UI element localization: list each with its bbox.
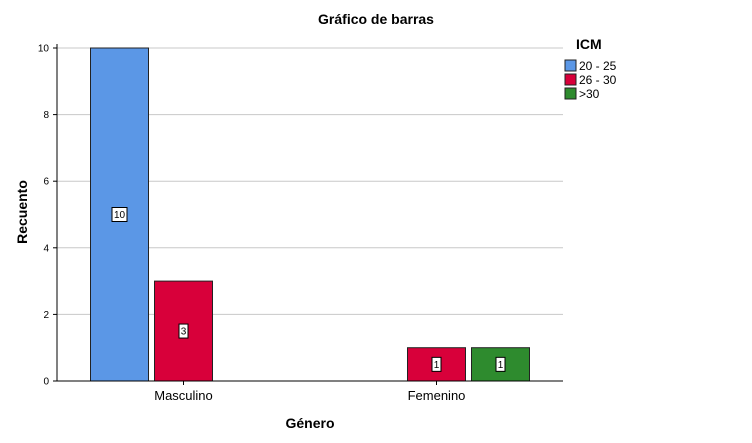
data-label: 1: [434, 360, 440, 371]
y-axis-title: Recuento: [14, 180, 30, 244]
x-tick-label: Masculino: [154, 388, 213, 403]
data-label: 1: [498, 360, 504, 371]
data-label-box: [111, 207, 128, 222]
y-tick-label: 8: [43, 110, 49, 121]
legend-label: 26 - 30: [579, 73, 617, 87]
x-axis-title: Género: [285, 415, 334, 431]
y-tick-label: 2: [43, 310, 49, 321]
legend-swatch: [564, 87, 577, 100]
y-tick-labels: 0 2 4 6 8 10: [38, 44, 57, 388]
data-label-box: [178, 323, 189, 339]
legend-swatch: [564, 73, 577, 86]
legend-label: >30: [579, 87, 600, 101]
data-label-box: [431, 356, 442, 372]
axes: [56, 44, 563, 382]
y-tick-label: 6: [43, 177, 49, 188]
legend-title: ICM: [576, 36, 602, 52]
x-tick-labels: Masculino Femenino: [154, 381, 465, 403]
legend-label: 20 - 25: [579, 59, 617, 73]
data-labels: 10 3 1 1: [111, 207, 506, 372]
x-tick-label: Femenino: [408, 388, 466, 403]
data-label-box: [495, 356, 506, 372]
y-tick-label: 4: [43, 243, 49, 254]
chart-title: Gráfico de barras: [318, 11, 434, 27]
y-tick-label: 10: [38, 44, 50, 55]
y-tick-label: 0: [43, 377, 49, 388]
data-label: 10: [114, 210, 126, 221]
bars: [90, 47, 530, 382]
legend-swatch: [564, 59, 577, 72]
data-label: 3: [181, 327, 187, 338]
